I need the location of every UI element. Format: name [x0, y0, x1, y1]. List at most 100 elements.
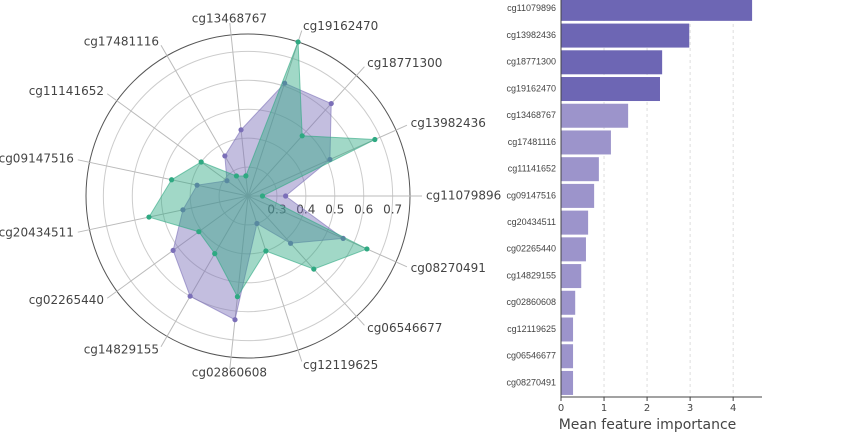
- bar: [561, 0, 753, 21]
- radar-point: [212, 251, 218, 257]
- radar-point: [287, 240, 294, 246]
- x-tick-label: 3: [687, 403, 693, 414]
- y-tick-label: cg17481116: [508, 137, 556, 147]
- radar-point: [299, 133, 305, 139]
- spoke: [106, 93, 249, 197]
- radar-point: [328, 100, 334, 107]
- spoke: [229, 22, 249, 197]
- radar-area: [148, 41, 377, 298]
- y-tick-label: cg02860608: [506, 297, 556, 307]
- radial-tick-label: 0.5: [325, 203, 344, 217]
- radar-point: [234, 294, 241, 300]
- radar-point: [222, 153, 228, 159]
- spoke: [106, 195, 249, 299]
- axis-label: cg11079896: [426, 189, 501, 203]
- radial-tick-label: 0.4: [296, 203, 315, 217]
- bar: [561, 50, 663, 75]
- x-axis-label: Mean feature importance: [559, 417, 737, 433]
- radar-point: [327, 156, 333, 163]
- axis-label: cg11141652: [29, 84, 104, 98]
- axis-label: cg02265440: [29, 293, 104, 307]
- radar-point: [238, 127, 244, 133]
- axis-label: cg02860608: [192, 366, 267, 380]
- radar-point: [170, 247, 176, 254]
- bar: [561, 103, 629, 128]
- axis-label: cg09147516: [0, 151, 74, 165]
- y-tick-label: cg09147516: [506, 190, 556, 200]
- spoke: [160, 45, 249, 197]
- bar: [561, 157, 599, 182]
- y-tick-label: cg06546677: [506, 351, 556, 361]
- radar-point: [295, 39, 301, 45]
- bar: [561, 237, 586, 262]
- axis-label: cg06546677: [367, 321, 442, 335]
- radar-point: [194, 182, 200, 188]
- bar: [561, 130, 611, 155]
- radar-point: [198, 159, 204, 165]
- spoke: [160, 195, 249, 347]
- bar: [561, 290, 576, 315]
- bar: [561, 210, 589, 235]
- y-tick-label: cg11141652: [508, 164, 556, 174]
- radar-point: [168, 177, 175, 183]
- axis-label: cg13982436: [411, 116, 486, 130]
- axis-label: cg12119625: [303, 358, 378, 372]
- radar-point: [180, 207, 186, 213]
- radar-point: [282, 80, 288, 86]
- x-tick-label: 2: [644, 403, 650, 414]
- y-tick-label: cg20434511: [507, 217, 556, 227]
- bar: [561, 183, 595, 208]
- x-tick-label: 1: [601, 403, 607, 414]
- y-tick-label: cg14829155: [506, 270, 556, 280]
- axis-label: cg14829155: [84, 343, 159, 357]
- radar-point: [233, 173, 240, 179]
- radar-point: [232, 317, 238, 323]
- y-tick-label: cg13982436: [506, 30, 556, 40]
- spoke: [77, 159, 249, 197]
- radar-point: [364, 246, 370, 252]
- radar-point: [311, 266, 317, 272]
- axis-label: cg20434511: [0, 226, 74, 240]
- bar: [561, 23, 690, 48]
- y-tick-label: cg13468767: [506, 110, 556, 120]
- spoke: [247, 195, 365, 326]
- radar-area: [172, 82, 345, 321]
- spoke: [247, 124, 408, 197]
- axis-label: cg19162470: [303, 19, 378, 33]
- radar-point: [259, 193, 266, 199]
- bar: [561, 264, 582, 289]
- radar-point: [372, 136, 378, 143]
- spoke: [247, 30, 303, 197]
- y-tick-label: cg08270491: [506, 377, 556, 387]
- bar: [561, 370, 574, 395]
- radial-tick-label: 0.7: [383, 203, 402, 217]
- bar: [561, 344, 574, 369]
- radar-point: [263, 248, 269, 254]
- bar: [561, 77, 660, 102]
- spoke: [247, 66, 365, 197]
- axis-label: cg13468767: [192, 11, 267, 25]
- spoke: [77, 195, 249, 233]
- y-tick-label: cg12119625: [507, 324, 556, 334]
- radar-point: [254, 220, 260, 227]
- radial-tick-label: 0.6: [354, 203, 373, 217]
- y-tick-label: cg11079896: [507, 3, 556, 13]
- bar: [561, 317, 574, 342]
- x-tick-label: 0: [558, 403, 564, 414]
- axis-label: cg18771300: [367, 56, 442, 70]
- y-tick-label: cg02265440: [506, 244, 556, 254]
- spoke: [229, 195, 249, 370]
- radar-point: [243, 173, 249, 179]
- y-tick-label: cg18771300: [506, 57, 556, 67]
- spoke: [247, 195, 408, 268]
- radar-point: [283, 193, 289, 199]
- axis-label: cg08270491: [411, 261, 486, 275]
- y-tick-label: cg19162470: [506, 83, 556, 93]
- radar-point: [224, 178, 230, 184]
- axis-label: cg17481116: [84, 34, 159, 48]
- radar-point: [196, 229, 202, 235]
- radar-point: [146, 214, 152, 220]
- x-tick-label: 4: [730, 403, 736, 414]
- radar-point: [187, 293, 193, 299]
